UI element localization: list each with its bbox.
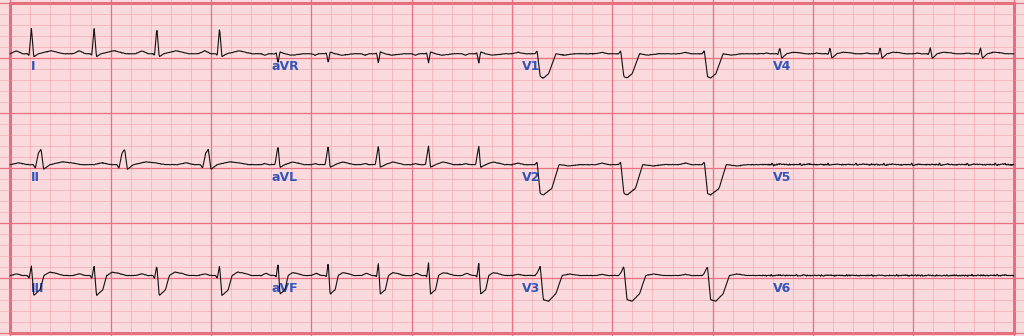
Text: V1: V1 <box>522 60 541 74</box>
Text: II: II <box>31 171 40 184</box>
Text: V6: V6 <box>773 282 792 295</box>
Text: aVL: aVL <box>271 171 298 184</box>
Text: I: I <box>31 60 35 74</box>
Text: V3: V3 <box>522 282 541 295</box>
Text: V5: V5 <box>773 171 792 184</box>
Text: V2: V2 <box>522 171 541 184</box>
Text: aVR: aVR <box>271 60 299 74</box>
Text: III: III <box>31 282 44 295</box>
Text: V4: V4 <box>773 60 792 74</box>
Text: aVF: aVF <box>271 282 298 295</box>
